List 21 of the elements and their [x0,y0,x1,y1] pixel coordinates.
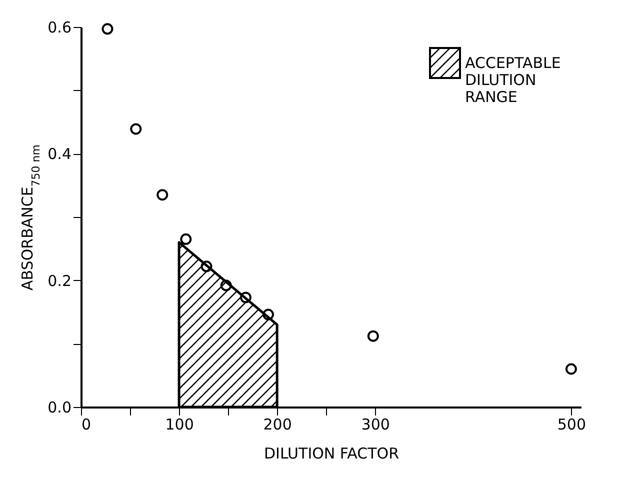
x-tick-label: 200 [263,416,292,434]
point [130,123,142,135]
x-tick-label: 300 [361,416,390,434]
y-tick-label: 0.4 [48,145,72,164]
y-tick-label: 0.0 [48,398,72,416]
point [200,260,212,272]
x-axis-title: DILUTION FACTOR [264,444,400,462]
point [367,330,379,342]
point [220,280,232,292]
x-tick-label: 0 [82,416,92,434]
point [156,189,168,201]
y-tick-label: 0.6 [48,18,72,36]
point [262,308,274,320]
x-tick-label: 500 [557,416,586,434]
y-tick-label: 0.2 [48,272,72,290]
x-tick-label: 100 [165,416,194,434]
point [180,233,192,245]
point [102,23,114,35]
legend-label: ACCEPTABLE DILUTION RANGE [465,54,561,106]
point [565,363,577,375]
point [240,292,252,304]
